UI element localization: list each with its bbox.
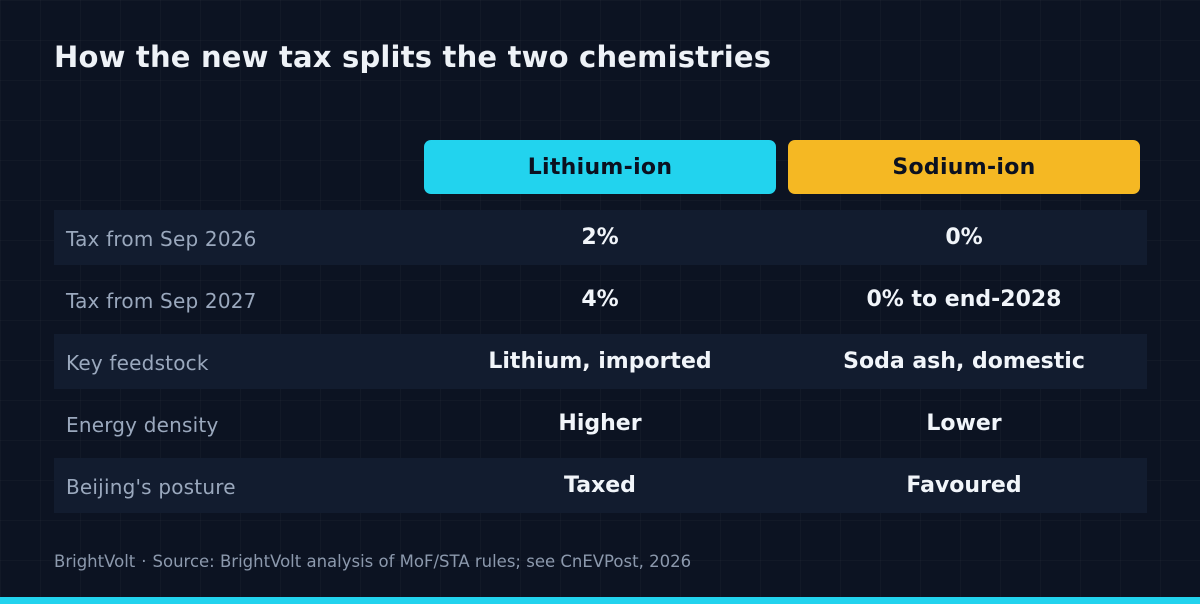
lithium-ion-value: Lithium, imported xyxy=(488,349,712,374)
page-title: How the new tax splits the two chemistri… xyxy=(54,40,772,74)
lithium-ion-value: Higher xyxy=(558,411,642,436)
lithium-ion-value: 4% xyxy=(581,287,619,312)
footer-separator: · xyxy=(141,552,147,571)
lithium-ion-value: Taxed xyxy=(564,473,636,498)
table-row: Energy density Higher Lower xyxy=(54,396,1147,458)
bottom-accent-bar xyxy=(0,597,1200,604)
source-note: Source: BrightVolt analysis of MoF/STA r… xyxy=(152,552,692,571)
sodium-ion-value: Lower xyxy=(926,411,1002,436)
row-label: Tax from Sep 2027 xyxy=(66,288,257,313)
sodium-ion-value: 0% to end-2028 xyxy=(866,287,1062,312)
sodium-ion-value: Soda ash, domestic xyxy=(843,349,1085,374)
comparison-table: Tax from Sep 2026 2% 0% Tax from Sep 202… xyxy=(54,210,1147,520)
row-label: Key feedstock xyxy=(66,350,209,375)
table-row: Key feedstock Lithium, imported Soda ash… xyxy=(54,334,1147,396)
table-row: Beijing's posture Taxed Favoured xyxy=(54,458,1147,520)
table-row: Tax from Sep 2027 4% 0% to end-2028 xyxy=(54,272,1147,334)
table-row: Tax from Sep 2026 2% 0% xyxy=(54,210,1147,272)
row-label: Beijing's posture xyxy=(66,474,236,499)
sodium-ion-value: 0% xyxy=(945,225,983,250)
lithium-ion-value: 2% xyxy=(581,225,619,250)
column-header-lithium-ion: Lithium-ion xyxy=(424,140,776,194)
row-label: Tax from Sep 2026 xyxy=(66,226,257,251)
row-label: Energy density xyxy=(66,412,219,437)
source-footer: BrightVolt · Source: BrightVolt analysis o… xyxy=(54,552,691,571)
brand-name: BrightVolt xyxy=(54,552,136,571)
sodium-ion-value: Favoured xyxy=(906,473,1022,498)
column-header-sodium-ion: Sodium-ion xyxy=(788,140,1140,194)
